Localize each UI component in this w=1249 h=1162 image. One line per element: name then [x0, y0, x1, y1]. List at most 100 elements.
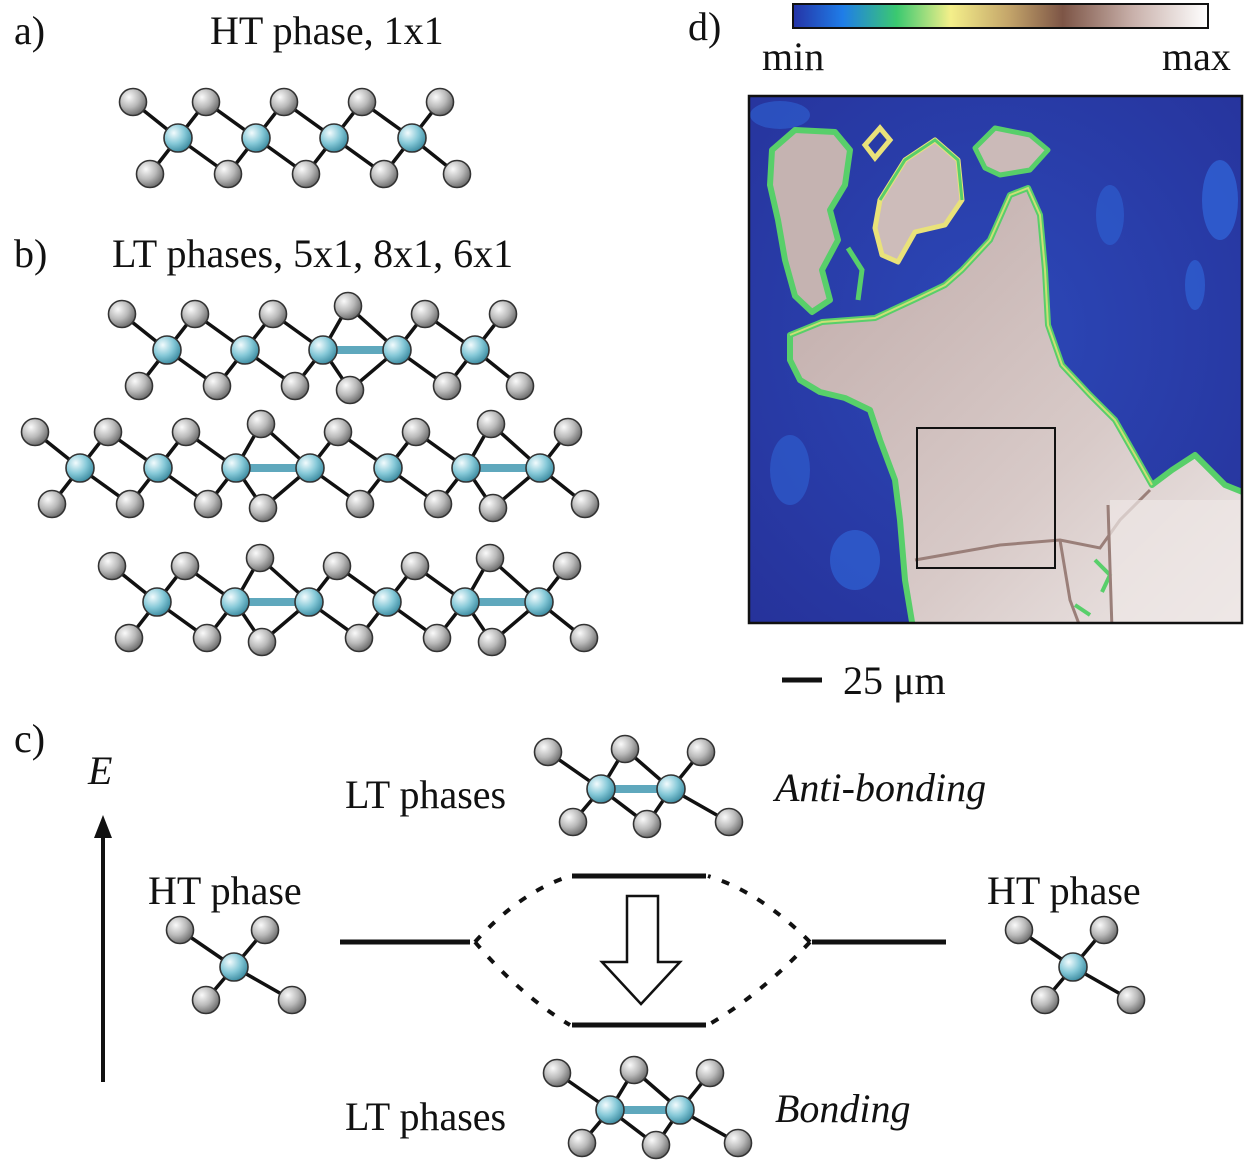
gray-atom: [425, 87, 455, 117]
panel-b-title: LT phases, 5x1, 8x1, 6x1: [112, 231, 513, 276]
gray-atom: [114, 623, 144, 653]
gray-atom: [432, 371, 462, 401]
gray-atom: [277, 985, 307, 1015]
gray-atom: [191, 87, 221, 117]
flake-upper-right: [972, 125, 1051, 178]
gray-atom: [1116, 985, 1146, 1015]
gray-atom: [333, 291, 363, 321]
gray-atom: [93, 417, 123, 447]
lt-dimer-bonding: [542, 1055, 753, 1160]
gray-atom: [291, 159, 321, 189]
cyan-atom: [525, 453, 555, 483]
gray-atom: [170, 551, 200, 581]
cyan-atom: [524, 587, 554, 617]
antibonding-label: Anti-bonding: [772, 765, 986, 810]
cyan-atom: [65, 453, 95, 483]
cyan-atom: [586, 774, 616, 804]
gray-atom: [533, 737, 563, 767]
gray-atom: [567, 1128, 597, 1158]
gray-atom: [632, 809, 662, 839]
gray-atom: [269, 87, 299, 117]
colorbar-min-label: min: [762, 34, 824, 79]
cyan-atom: [295, 453, 325, 483]
ht-phase-right-label: HT phase: [987, 868, 1141, 913]
cyan-atom: [460, 335, 490, 365]
gray-atom: [97, 551, 127, 581]
cyan-atom: [397, 123, 427, 153]
panel-b-label: b): [14, 231, 47, 276]
gray-atom: [258, 299, 288, 329]
gray-atom: [135, 159, 165, 189]
scale-bar-label: 25 μm: [843, 658, 946, 703]
cyan-atom: [308, 335, 338, 365]
gray-atom: [192, 623, 222, 653]
gray-atom: [558, 807, 588, 837]
flake-upper-left: [767, 127, 853, 315]
gray-atom: [714, 807, 744, 837]
gray-atom: [171, 417, 201, 447]
cyan-atom: [152, 335, 182, 365]
selection-box: [916, 427, 1056, 569]
gray-atom: [505, 371, 535, 401]
down-arrow-icon: [599, 894, 683, 1006]
gray-atom: [335, 375, 365, 405]
lt-chain-5x1: [107, 291, 535, 405]
colorbar: min max: [762, 3, 1231, 79]
lt-chain-6x1: [97, 543, 599, 657]
gray-atom: [569, 623, 599, 653]
gray-atom: [686, 737, 716, 767]
panel-a-label: a): [14, 8, 45, 53]
cyan-atom: [230, 335, 260, 365]
ht-chain-1x1: [118, 87, 472, 189]
gray-atom: [248, 493, 278, 523]
gray-atom: [723, 1128, 753, 1158]
gray-atom: [542, 1058, 572, 1088]
gray-atom: [191, 985, 221, 1015]
cyan-atom: [163, 123, 193, 153]
gray-atom: [115, 489, 145, 519]
gray-atom: [280, 371, 310, 401]
gray-atom: [247, 627, 277, 657]
dashed-connector: [473, 874, 571, 944]
flake-small-top: [861, 124, 894, 162]
gray-atom: [37, 489, 67, 519]
ht-unit-right: [1004, 915, 1146, 1015]
gray-atom: [695, 1058, 725, 1088]
gray-atom: [570, 489, 600, 519]
gray-atom: [423, 489, 453, 519]
ht-unit-left: [165, 915, 307, 1015]
gray-atom: [1004, 915, 1034, 945]
gray-atom: [477, 627, 507, 657]
gray-atom: [165, 915, 195, 945]
gray-atom: [619, 1055, 649, 1085]
cyan-atom: [219, 952, 249, 982]
gray-atom: [488, 299, 518, 329]
lt-chain-8x1: [20, 409, 600, 523]
gray-atom: [180, 299, 210, 329]
gray-atom: [20, 417, 50, 447]
cyan-atom: [319, 123, 349, 153]
gray-atom: [213, 159, 243, 189]
cyan-atom: [656, 774, 686, 804]
gray-atom: [641, 1130, 671, 1160]
gray-atom: [193, 489, 223, 519]
gray-atom: [1030, 985, 1060, 1015]
cyan-atom: [665, 1095, 695, 1125]
intensity-map: [749, 96, 1242, 623]
gray-atom: [476, 409, 506, 439]
gray-atom: [344, 623, 374, 653]
gray-atom: [610, 734, 640, 764]
dashed-connector: [473, 940, 572, 1027]
cyan-atom: [221, 453, 251, 483]
ht-phase-left-label: HT phase: [148, 868, 302, 913]
cyan-atom: [1058, 952, 1088, 982]
gray-atom: [323, 417, 353, 447]
gray-atom: [107, 299, 137, 329]
gray-atom: [369, 159, 399, 189]
cyan-atom: [373, 453, 403, 483]
panel-d-label: d): [688, 4, 721, 49]
axis-arrow-head: [94, 815, 112, 838]
dashed-connector: [707, 940, 812, 1027]
cyan-atom: [294, 587, 324, 617]
